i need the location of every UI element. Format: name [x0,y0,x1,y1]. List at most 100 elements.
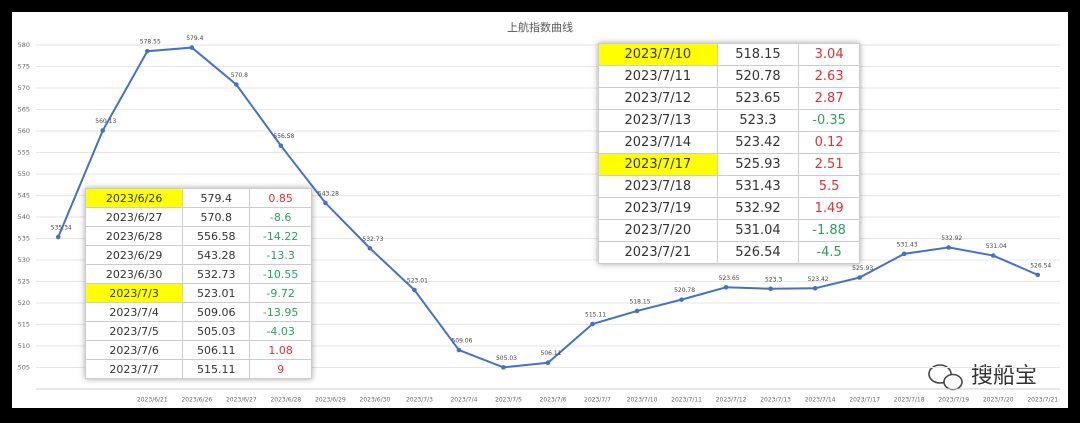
data-label: 506.11 [541,350,562,357]
y-tick-label: 570 [18,84,30,92]
date-cell: 2023/7/12 [598,87,718,110]
date-cell: 2023/7/5 [84,321,184,341]
x-tick-label: 2023/6/28 [270,397,301,404]
change-cell: -13.95 [249,302,312,322]
table-row: 2023/7/21 526.54 -4.5 [598,241,860,264]
value-cell: 523.3 [716,109,800,132]
point [456,347,462,353]
data-table: 2023/7/10 518.15 3.04 2023/7/11 520.78 2.63 20… [598,43,860,264]
date-cell: 2023/6/28 [84,226,184,246]
watermark: 搜船宝 [971,364,1037,389]
value-cell: 506.11 [182,340,251,360]
change-cell: 0.85 [249,188,312,208]
data-label: 515.11 [585,312,606,319]
value-cell: 525.93 [716,153,800,176]
y-tick-label: 505 [18,364,30,372]
table-row: 2023/7/10 518.15 3.04 [598,43,860,66]
point [412,287,417,293]
table-row: 2023/6/29 543.28 -13.3 [84,245,312,265]
table-row: 2023/6/30 532.73 -10.55 [84,264,312,284]
x-tick-label: 2023/7/11 [671,397,702,404]
date-cell: 2023/6/26 [84,188,184,208]
data-label: 570.8 [231,72,248,79]
point [768,286,773,292]
change-cell: -4.03 [249,321,312,341]
y-tick-label: 545 [18,192,30,200]
value-cell: 579.4 [182,188,251,208]
point [278,143,284,149]
y-tick-label: 555 [18,149,30,157]
x-tick-label: 2023/6/21 [137,397,168,404]
x-tick-label: 2023/7/18 [894,397,925,404]
table-row: 2023/7/3 523.01 -9.72 [84,283,312,303]
value-cell: 523.65 [716,87,800,110]
x-tick-label: 2023/6/26 [181,397,212,404]
chart-title: 上航指数曲线 [507,20,573,34]
point [323,200,328,206]
date-cell: 2023/7/20 [598,219,718,242]
value-cell: 543.28 [182,245,251,265]
date-cell: 2023/7/3 [84,283,184,303]
data-label: 579.4 [186,35,203,42]
table-row: 2023/6/28 556.58 -14.22 [84,226,312,246]
value-cell: 505.03 [182,321,251,341]
y-tick-label: 560 [18,127,30,135]
y-tick-label: 525 [18,278,30,286]
value-cell: 526.54 [716,241,800,264]
point [145,48,150,54]
change-cell: 1.08 [249,340,312,360]
table-row: 2023/7/17 525.93 2.51 [598,153,860,176]
y-tick-label: 540 [18,213,30,221]
data-label: 556.58 [273,133,294,140]
point [1035,272,1041,278]
x-tick-label: 2023/7/12 [716,397,747,404]
x-tick-label: 2023/6/27 [226,397,257,404]
date-cell: 2023/6/27 [84,207,184,227]
x-tick-label: 2023/7/13 [760,397,791,404]
change-cell: 1.49 [798,197,860,220]
change-cell: -4.5 [798,241,860,264]
date-cell: 2023/7/4 [84,302,184,322]
date-cell: 2023/6/30 [84,264,184,284]
change-cell: -9.72 [249,283,312,303]
x-tick-label: 2023/7/3 [406,397,433,404]
date-cell: 2023/7/17 [598,153,718,176]
data-label: 535.34 [51,225,72,232]
change-cell: 2.63 [798,65,860,88]
value-cell: 556.58 [182,226,251,246]
table-row: 2023/7/14 523.42 0.12 [598,131,860,154]
change-cell: -13.3 [249,245,312,265]
change-cell: -1.88 [798,219,860,242]
date-cell: 2023/7/10 [598,43,718,66]
date-cell: 2023/7/13 [598,109,718,132]
x-tick-label: 2023/7/17 [849,397,880,404]
value-cell: 520.78 [716,65,800,88]
data-label: 523.01 [407,278,428,285]
data-label: 523.3 [765,276,782,283]
value-cell: 515.11 [182,359,251,379]
date-cell: 2023/7/18 [598,175,718,198]
y-tick-label: 515 [18,321,30,329]
table-row: 2023/6/27 570.8 -8.6 [84,207,312,227]
value-cell: 518.15 [716,43,800,66]
change-cell: -10.55 [249,264,312,284]
date-cell: 2023/6/29 [84,245,184,265]
change-cell: 2.51 [798,153,860,176]
x-tick-label: 2023/7/10 [627,397,658,404]
change-cell: -8.6 [249,207,312,227]
point [55,234,61,240]
data-table: 2023/6/26 579.4 0.85 2023/6/27 570.8 -8.6 2023… [84,188,312,379]
date-cell: 2023/7/19 [598,197,718,220]
point [901,251,907,257]
change-cell: 3.04 [798,43,860,66]
change-cell: -0.35 [798,109,860,132]
y-tick-label: 535 [18,235,30,243]
data-label: 543.28 [318,190,339,197]
value-cell: 509.06 [182,302,251,322]
data-label: 509.06 [451,338,472,345]
date-cell: 2023/7/7 [84,359,184,379]
table-row: 2023/7/19 532.92 1.49 [598,197,860,220]
y-tick-label: 565 [18,106,30,114]
x-tick-label: 2023/6/30 [360,397,391,404]
